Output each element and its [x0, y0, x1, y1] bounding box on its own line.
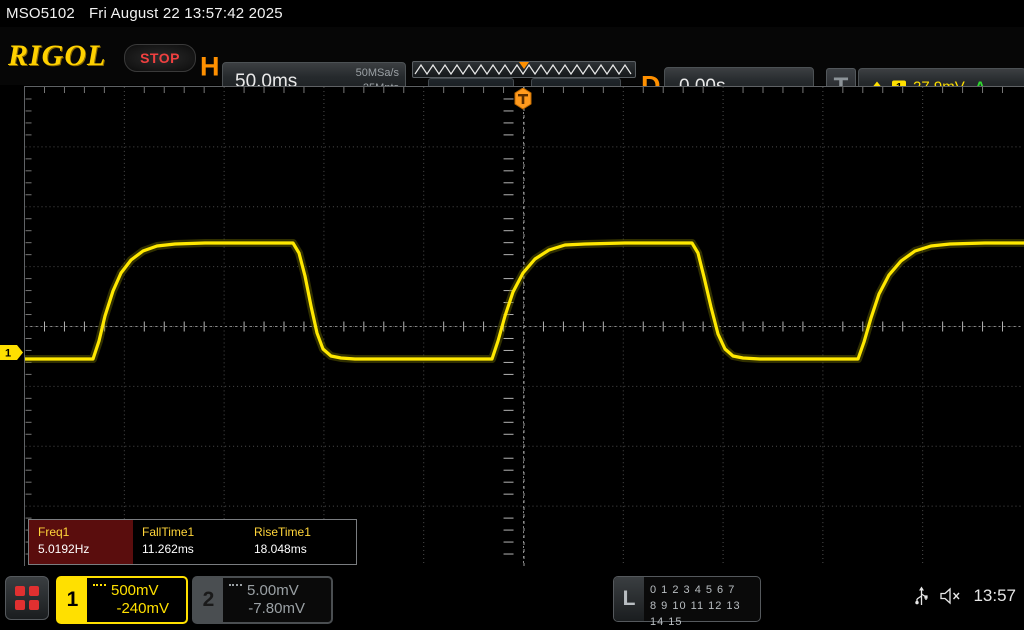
trigger-position-marker[interactable]: [514, 87, 532, 110]
channel-1-waveform-trace: [25, 239, 1024, 363]
measurement-value: 5.0192Hz: [38, 542, 90, 556]
channel-marker-icon: 1: [0, 345, 23, 360]
measurement-label: RiseTime1: [254, 525, 311, 539]
display-grid-button[interactable]: [5, 576, 49, 620]
grid-cell-icon: [15, 600, 25, 610]
run-status-badge[interactable]: STOP: [124, 44, 196, 72]
sample-rate-value: 50MSa/s: [355, 67, 399, 79]
channel-2-values: 5.00mV -7.80mV: [223, 578, 315, 622]
trigger-position-line: [523, 87, 525, 566]
measurement-value: 18.048ms: [254, 542, 307, 556]
waveform-overview-strip[interactable]: [412, 61, 636, 78]
horizontal-letter: H: [200, 51, 220, 82]
top-toolbar: RIGOL STOP H 50.0ms 50MSa/s 25Mpts Measu…: [0, 27, 1024, 108]
usb-icon[interactable]: [914, 586, 929, 606]
overview-position-marker-icon: [519, 62, 529, 69]
system-datetime: Fri August 22 13:57:42 2025: [88, 5, 283, 22]
overview-zigzag-icon: [414, 63, 632, 76]
channel-2-scale-row: 5.00mV: [229, 582, 305, 600]
logic-channels-button[interactable]: L 0 1 2 3 4 5 6 7 8 9 10 11 12 13 14 15: [613, 576, 761, 628]
system-tray: 13:57: [914, 586, 1016, 606]
measurement-panel[interactable]: Freq1 5.0192Hz FallTime1 11.262ms RiseTi…: [28, 519, 357, 565]
channel-1-number: 1: [58, 578, 87, 622]
channel-1-scale-row: 500mV: [93, 582, 169, 600]
channel-1-offset: -240mV: [116, 600, 169, 617]
rigol-logo: RIGOL: [8, 39, 107, 72]
trigger-t-icon: [514, 87, 532, 110]
logic-letter: L: [614, 577, 644, 621]
dc-coupling-icon: [93, 584, 106, 592]
channel-2-number: 2: [194, 578, 223, 622]
device-model: MSO5102: [6, 5, 75, 22]
bottom-status-bar: 1 500mV -240mV 2 5.00mV -7.80mV L 0 1 2 …: [0, 570, 1024, 630]
measurement-label: FallTime1: [142, 525, 195, 539]
dc-coupling-icon: [229, 584, 242, 592]
channel-1-values: 500mV -240mV: [87, 578, 179, 622]
channel-1-ground-marker[interactable]: 1: [0, 344, 24, 361]
grid-cell-icon: [15, 586, 25, 596]
measurement-label: Freq1: [38, 525, 70, 539]
channel-2-button[interactable]: 2 5.00mV -7.80mV: [192, 576, 333, 624]
logic-row-1: 0 1 2 3 4 5 6 7: [650, 584, 736, 596]
speaker-muted-icon[interactable]: [940, 587, 962, 605]
measurement-item-falltime1[interactable]: FallTime1 11.262ms: [133, 520, 245, 564]
status-clock: 13:57: [973, 586, 1016, 605]
grid-cell-icon: [29, 600, 39, 610]
channel-marker-label: 1: [5, 348, 11, 360]
channel-1-button[interactable]: 1 500mV -240mV: [56, 576, 188, 624]
waveform-display-area[interactable]: [24, 86, 1024, 566]
measurement-value: 11.262ms: [142, 542, 194, 556]
channel-2-offset: -7.80mV: [248, 600, 305, 617]
title-bar: MSO5102 Fri August 22 13:57:42 2025: [0, 0, 1024, 27]
measurement-item-freq1[interactable]: Freq1 5.0192Hz: [29, 520, 133, 564]
channel-1-scale: 500mV: [111, 582, 159, 599]
channel-2-scale: 5.00mV: [247, 582, 299, 599]
logic-channel-numbers: 0 1 2 3 4 5 6 7 8 9 10 11 12 13 14 15: [644, 577, 760, 628]
logic-row-2: 8 9 10 11 12 13 14 15: [650, 600, 741, 628]
grid-cell-icon: [29, 586, 39, 596]
measurement-item-risetime1[interactable]: RiseTime1 18.048ms: [245, 520, 354, 564]
